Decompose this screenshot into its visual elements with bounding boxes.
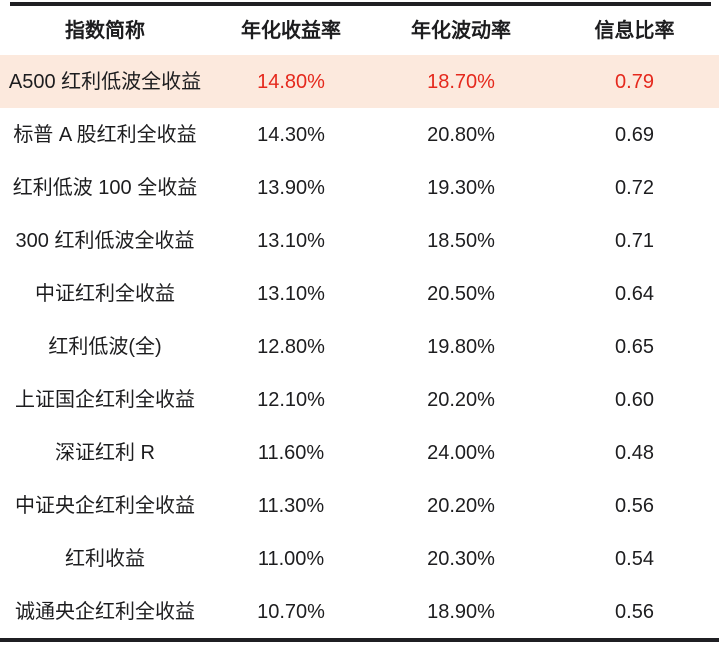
annualized-return-cell: 11.60%: [257, 442, 325, 464]
annualized-return-cell: 12.10%: [257, 389, 325, 411]
index-name-cell: 红利低波 100 全收益: [12, 177, 198, 199]
information-ratio-cell: 0.48: [615, 442, 654, 464]
table-header-row: 指数简称 年化收益率 年化波动率 信息比率: [0, 6, 719, 55]
index-name-cell: 深证红利 R: [55, 442, 155, 464]
information-ratio-cell: 0.56: [615, 601, 654, 623]
index-name-cell: 中证央企红利全收益: [15, 495, 195, 517]
information-ratio-cell: 0.72: [615, 177, 654, 199]
annualized-return-cell: 11.30%: [257, 495, 325, 517]
table-row: 红利低波(全) 12.80% 19.80% 0.65: [0, 320, 719, 373]
table-row: 中证红利全收益 13.10% 20.50% 0.64: [0, 267, 719, 320]
table-row: 诚通央企红利全收益 10.70% 18.90% 0.56: [0, 585, 719, 638]
annualized-return-cell: 14.30%: [257, 124, 325, 146]
table-row: 红利收益 11.00% 20.30% 0.54: [0, 532, 719, 585]
annualized-volatility-cell: 18.50%: [427, 230, 495, 252]
table-row: 标普 A 股红利全收益 14.30% 20.80% 0.69: [0, 108, 719, 161]
annualized-volatility-cell: 18.90%: [427, 601, 495, 623]
index-name-cell: 标普 A 股红利全收益: [13, 124, 197, 146]
table-row: 300 红利低波全收益 13.10% 18.50% 0.71: [0, 214, 719, 267]
annualized-volatility-cell: 20.80%: [427, 124, 495, 146]
index-name-cell: 中证红利全收益: [35, 283, 175, 305]
annualized-volatility-cell: 20.50%: [427, 283, 495, 305]
index-name-cell: 红利收益: [65, 548, 145, 570]
annualized-return-cell: 11.00%: [257, 548, 325, 570]
annualized-return-cell: 14.80%: [257, 71, 325, 93]
information-ratio-cell: 0.65: [615, 336, 654, 358]
column-header-annualized-volatility: 年化波动率: [411, 20, 511, 42]
table-top-rule: [10, 2, 711, 6]
annualized-volatility-cell: 18.70%: [427, 71, 495, 93]
table-row: 中证央企红利全收益 11.30% 20.20% 0.56: [0, 479, 719, 532]
information-ratio-cell: 0.56: [615, 495, 654, 517]
annualized-volatility-cell: 20.20%: [427, 389, 495, 411]
information-ratio-cell: 0.54: [615, 548, 654, 570]
information-ratio-cell: 0.60: [615, 389, 654, 411]
table-row: 深证红利 R 11.60% 24.00% 0.48: [0, 426, 719, 479]
annualized-volatility-cell: 20.30%: [427, 548, 495, 570]
index-name-cell: 300 红利低波全收益: [15, 230, 195, 252]
index-name-cell: 诚通央企红利全收益: [15, 601, 195, 623]
annualized-return-cell: 12.80%: [257, 336, 325, 358]
annualized-volatility-cell: 19.80%: [427, 336, 495, 358]
annualized-return-cell: 13.10%: [257, 283, 325, 305]
annualized-volatility-cell: 20.20%: [427, 495, 495, 517]
table-body: A500 红利低波全收益 14.80% 18.70% 0.79 标普 A 股红利…: [0, 55, 719, 638]
index-name-cell: 红利低波(全): [48, 336, 162, 358]
column-header-index-name: 指数简称: [65, 20, 145, 42]
table-bottom-rule: [0, 638, 719, 642]
annualized-return-cell: 13.90%: [257, 177, 325, 199]
table-row-highlighted: A500 红利低波全收益 14.80% 18.70% 0.79: [0, 55, 719, 108]
information-ratio-cell: 0.79: [615, 71, 654, 93]
annualized-return-cell: 13.10%: [257, 230, 325, 252]
information-ratio-cell: 0.71: [615, 230, 654, 252]
index-name-cell: A500 红利低波全收益: [8, 71, 202, 93]
information-ratio-cell: 0.64: [615, 283, 654, 305]
column-header-information-ratio: 信息比率: [594, 20, 675, 42]
information-ratio-cell: 0.69: [615, 124, 654, 146]
column-header-annualized-return: 年化收益率: [241, 20, 341, 42]
table-row: 红利低波 100 全收益 13.90% 19.30% 0.72: [0, 161, 719, 214]
annualized-volatility-cell: 19.30%: [427, 177, 495, 199]
table-row: 上证国企红利全收益 12.10% 20.20% 0.60: [0, 373, 719, 426]
annualized-volatility-cell: 24.00%: [427, 442, 495, 464]
annualized-return-cell: 10.70%: [257, 601, 325, 623]
index-name-cell: 上证国企红利全收益: [15, 389, 195, 411]
